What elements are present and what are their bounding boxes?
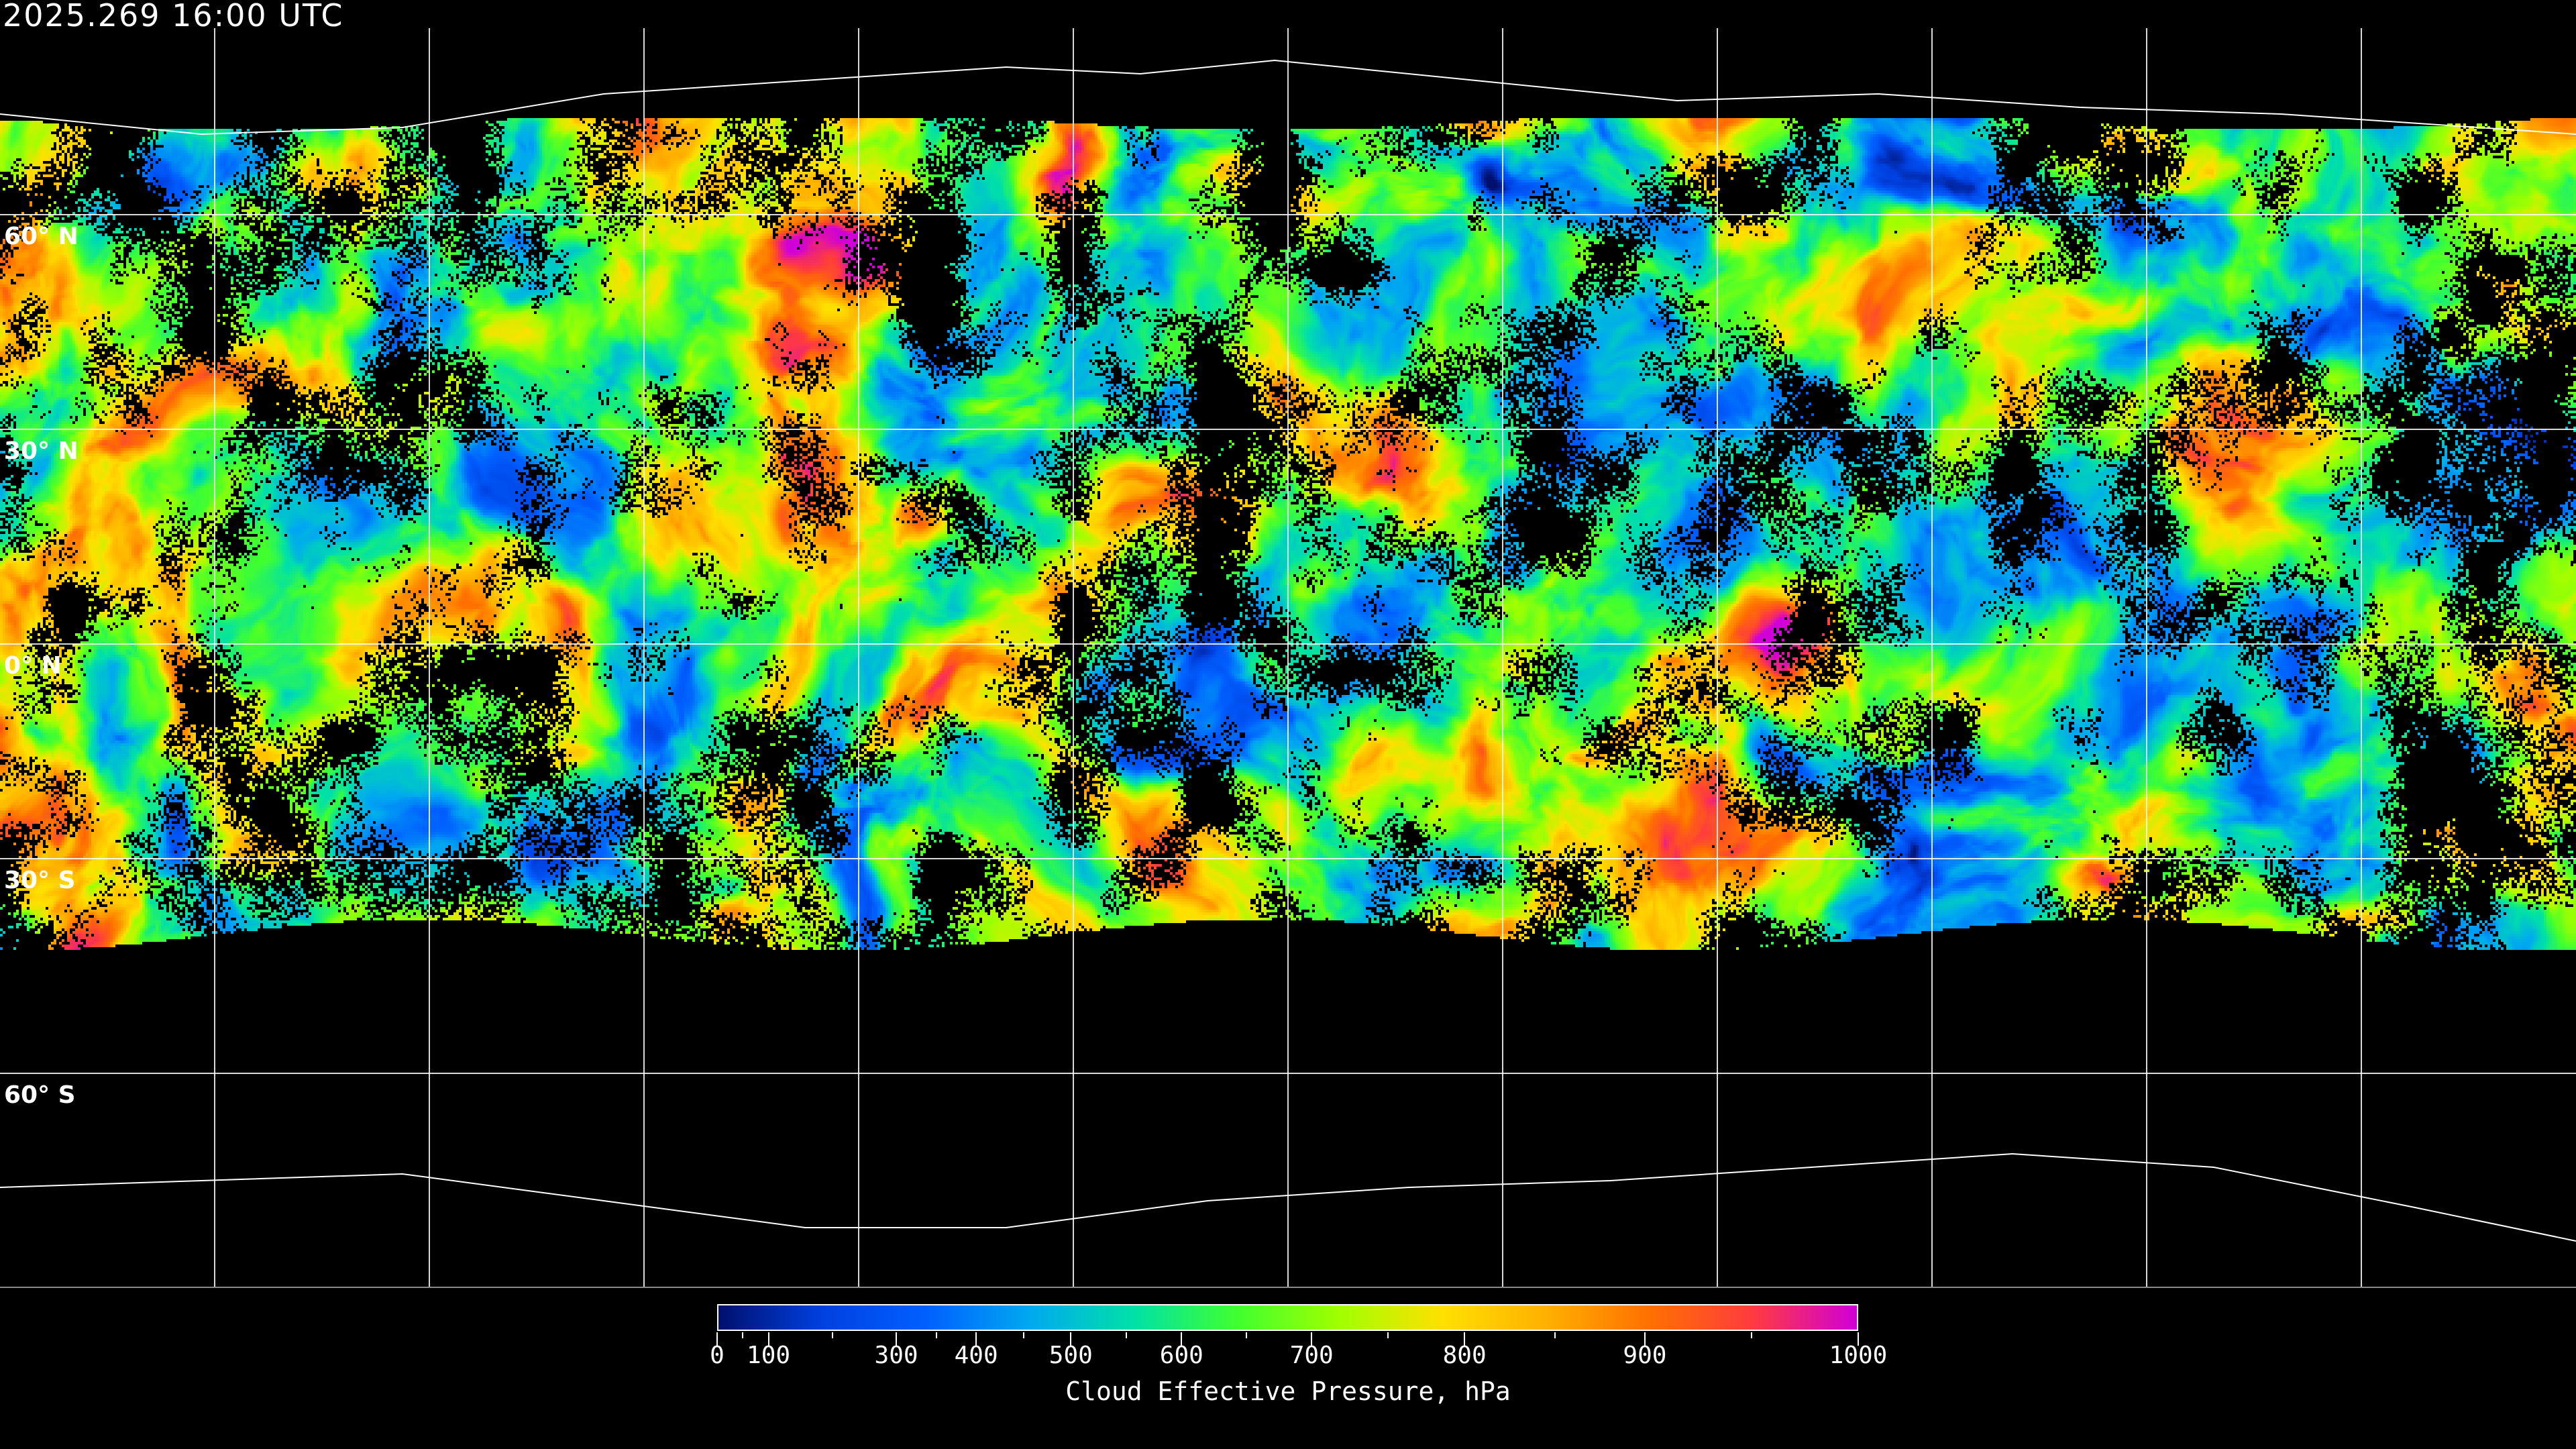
cloud-pressure-map: 2025.269 16:00 UTC 60° N 30° N 0° N 30° … — [0, 0, 2576, 1288]
colorbar-major-tick — [975, 1332, 977, 1346]
lat-label-30s: 30° S — [4, 867, 76, 894]
colorbar-major-tick — [1311, 1332, 1313, 1346]
lat-label-0: 0° N — [4, 652, 62, 680]
colorbar-minor-tick — [1022, 1332, 1024, 1338]
colorbar-major-tick — [1464, 1332, 1466, 1346]
colorbar-minor-tick — [935, 1332, 937, 1338]
colorbar-tick-label: 600 — [1159, 1342, 1203, 1369]
map-bottom-border — [0, 1287, 2576, 1288]
colorbar-major-tick — [1181, 1332, 1183, 1346]
colorbar-minor-tick — [831, 1332, 833, 1338]
colorbar-tick-label: 500 — [1049, 1342, 1093, 1369]
colorbar-minor-tick — [1246, 1332, 1248, 1338]
colorbar-major-tick — [1070, 1332, 1072, 1346]
lat-label-60s: 60° S — [4, 1081, 76, 1109]
arctic-coastline — [0, 59, 2576, 136]
colorbar-major-tick — [1644, 1332, 1646, 1346]
timestamp: 2025.269 16:00 UTC — [3, 0, 344, 34]
colorbar-tick-label: 900 — [1623, 1342, 1667, 1369]
colorbar-tick-label: 700 — [1289, 1342, 1334, 1369]
colorbar-minor-tick — [1125, 1332, 1127, 1338]
colorbar-major-tick — [896, 1332, 898, 1346]
antarctic-coastline — [0, 1152, 2576, 1242]
colorbar-minor-tick — [742, 1332, 744, 1338]
colorbar-tick-label: 300 — [874, 1342, 918, 1369]
colorbar-major-tick — [716, 1332, 718, 1346]
colorbar-tick-label: 100 — [747, 1342, 791, 1369]
colorbar-major-tick — [1858, 1332, 1859, 1346]
lat-label-60n: 60° N — [4, 223, 78, 250]
colorbar — [717, 1304, 1858, 1331]
colorbar-title: Cloud Effective Pressure, hPa — [1065, 1377, 1511, 1406]
colorbar-tick-label: 800 — [1442, 1342, 1487, 1369]
graticule — [0, 28, 2576, 1287]
colorbar-tick-label: 0 — [710, 1342, 724, 1369]
colorbar-ticks — [716, 1332, 1859, 1346]
colorbar-major-tick — [767, 1332, 769, 1346]
colorbar-minor-tick — [1387, 1332, 1389, 1338]
lat-label-30n: 30° N — [4, 437, 78, 465]
colorbar-tick-label: 1000 — [1829, 1342, 1888, 1369]
colorbar-minor-tick — [1554, 1332, 1556, 1338]
colorbar-tick-label: 400 — [954, 1342, 998, 1369]
colorbar-minor-tick — [1750, 1332, 1752, 1338]
